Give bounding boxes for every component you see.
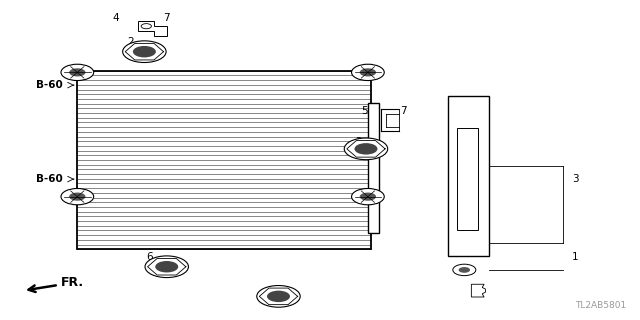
Bar: [458, 128, 478, 230]
Text: 7: 7: [400, 106, 406, 116]
Circle shape: [360, 68, 376, 76]
Circle shape: [141, 24, 152, 29]
Circle shape: [69, 68, 86, 76]
Text: B-60: B-60: [36, 174, 63, 184]
Text: 1: 1: [572, 252, 579, 262]
Text: 2: 2: [127, 37, 134, 47]
Bar: [77, 71, 371, 249]
Circle shape: [61, 64, 93, 81]
Text: B-60: B-60: [36, 80, 63, 90]
Circle shape: [351, 188, 384, 205]
Circle shape: [133, 46, 156, 57]
Polygon shape: [138, 21, 167, 36]
Text: TL2AB5801: TL2AB5801: [575, 301, 627, 310]
Bar: [77, 71, 371, 249]
Circle shape: [61, 188, 93, 205]
Circle shape: [156, 261, 178, 272]
Circle shape: [344, 138, 388, 160]
Circle shape: [351, 64, 384, 81]
Text: 5: 5: [362, 106, 368, 116]
Circle shape: [453, 264, 476, 276]
Circle shape: [145, 256, 188, 277]
Text: 6: 6: [266, 287, 273, 297]
Polygon shape: [471, 284, 485, 297]
Text: 3: 3: [572, 174, 579, 184]
Circle shape: [360, 193, 376, 201]
Bar: [368, 103, 380, 233]
Circle shape: [355, 143, 378, 155]
Text: 4: 4: [113, 13, 119, 23]
Circle shape: [267, 291, 290, 302]
Circle shape: [459, 267, 470, 273]
Text: 2: 2: [355, 138, 362, 148]
Bar: [448, 96, 489, 256]
Text: 7: 7: [164, 13, 170, 23]
Text: 6: 6: [147, 252, 153, 262]
Text: FR.: FR.: [29, 276, 84, 292]
Circle shape: [123, 41, 166, 62]
Circle shape: [257, 285, 300, 307]
Circle shape: [69, 193, 86, 201]
